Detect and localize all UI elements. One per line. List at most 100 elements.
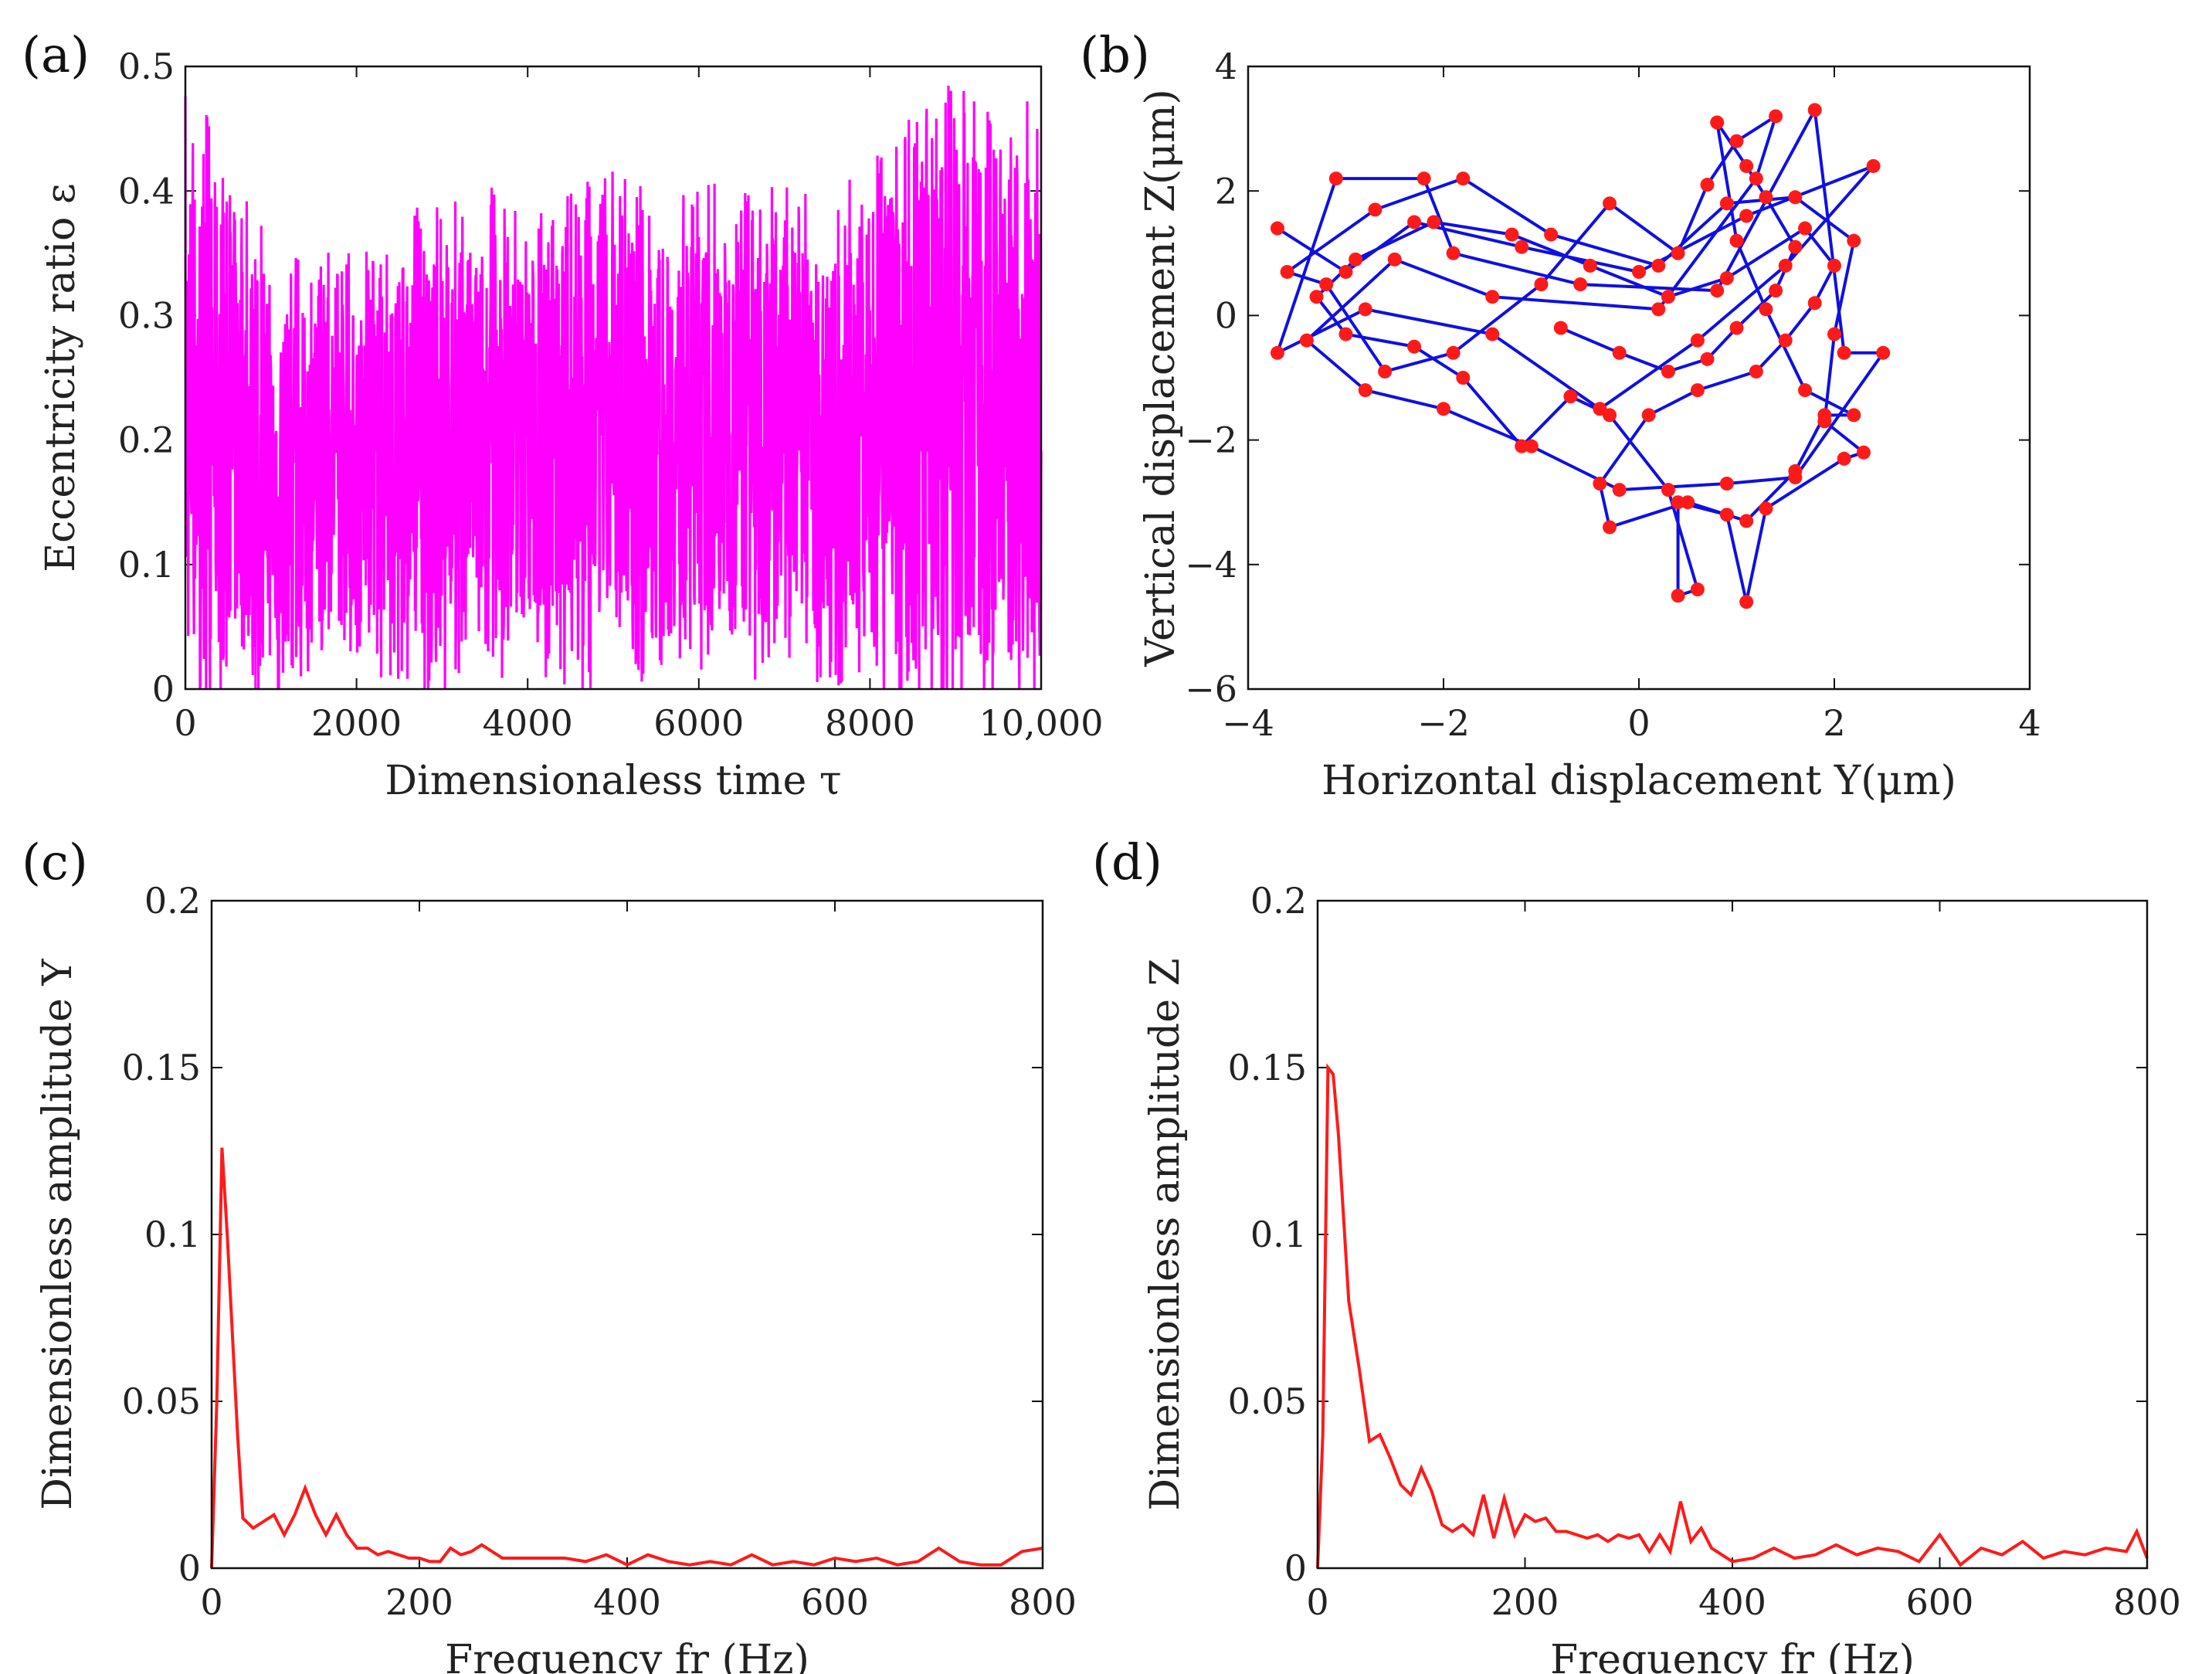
y-tick-label: 0 xyxy=(178,1547,201,1589)
trajectory-point xyxy=(1700,351,1715,366)
trajectory-point xyxy=(1671,589,1685,603)
trajectory-point xyxy=(1612,345,1627,360)
trajectory-point xyxy=(1280,264,1294,279)
trajectory-point xyxy=(1387,252,1402,267)
trajectory-point xyxy=(1847,408,1861,423)
x-tick-label: 600 xyxy=(801,1581,869,1623)
trajectory-point xyxy=(1700,178,1715,192)
y-tick-label: −6 xyxy=(1185,668,1237,710)
trajectory-point xyxy=(1798,383,1813,398)
trajectory-point xyxy=(1456,171,1471,186)
x-tick-label: 4000 xyxy=(483,702,573,744)
trajectory-point xyxy=(1749,364,1763,379)
trajectory-point xyxy=(1739,209,1754,223)
trajectory-point xyxy=(1719,196,1734,211)
chart-d-spectrum-z: 0 200 400 600 800 0 0.05 0.1 0.15 0.2 Frequency fr… xyxy=(1142,880,2181,1674)
trajectory-point xyxy=(1788,190,1803,205)
plot-frame xyxy=(210,899,1044,1570)
trajectory-point xyxy=(1319,277,1334,292)
trajectory-point xyxy=(1661,290,1675,304)
x-tick-label: 800 xyxy=(2113,1581,2181,1623)
x-tick-label: −4 xyxy=(1222,702,1274,744)
trajectory-line xyxy=(1274,104,1887,603)
trajectory-point xyxy=(1788,463,1803,478)
trajectory-point xyxy=(1427,215,1441,229)
x-tick-label: 200 xyxy=(385,1581,453,1623)
y-tick-label: 0 xyxy=(152,668,175,710)
y-tick-label: 0.15 xyxy=(1228,1047,1307,1088)
y-axis-label: Vertical displacement Z(μm) xyxy=(1138,89,1184,667)
trajectory-point xyxy=(1769,109,1783,124)
panel-label-d: (d) xyxy=(1092,834,1162,891)
y-axis-label: Eccentricity ratio ε xyxy=(38,183,84,572)
x-tick-label: 600 xyxy=(1906,1581,1974,1623)
trajectory-point xyxy=(1719,477,1734,491)
trajectory-point xyxy=(1603,520,1617,535)
trajectory-point xyxy=(1485,327,1500,341)
trajectory-point xyxy=(1837,451,1851,466)
trajectory-point xyxy=(1328,171,1343,186)
y-tick-label: 0.1 xyxy=(118,544,175,586)
x-tick-label: 10,000 xyxy=(979,702,1104,744)
trajectory-point xyxy=(1632,264,1646,279)
trajectory-point xyxy=(1778,333,1793,348)
x-axis-label: Frequency fr (Hz) xyxy=(445,1637,809,1674)
trajectory-point xyxy=(1534,277,1549,292)
x-axis-label: Frequency fr (Hz) xyxy=(1550,1637,1915,1674)
trajectory-point xyxy=(1407,339,1422,354)
trajectory-point xyxy=(1729,321,1744,335)
trajectory-point xyxy=(1270,221,1284,236)
trajectory-point xyxy=(1544,227,1559,242)
x-tick-label: 400 xyxy=(593,1581,661,1623)
y-tick-label: 0.2 xyxy=(118,419,175,461)
trajectory-point xyxy=(1299,333,1314,348)
trajectory-point xyxy=(1524,439,1539,453)
x-tick-label: 2 xyxy=(1823,702,1845,744)
trajectory-point xyxy=(1583,258,1597,273)
y-tick-label: 2 xyxy=(1215,170,1237,212)
trajectory-point xyxy=(1769,284,1783,298)
trajectory-point xyxy=(1749,171,1763,186)
x-tick-label: 0 xyxy=(200,1581,222,1623)
chart-a-eccentricity: 0 2000 4000 6000 8000 10,000 0 0.1 0.2 0.3 0.4 0.5 D… xyxy=(38,46,1104,804)
trajectory-point xyxy=(1456,371,1471,385)
y-tick-label: 0.4 xyxy=(118,170,175,212)
trajectory-point xyxy=(1651,258,1666,273)
x-axis-label: Dimensionaless time τ xyxy=(385,758,841,804)
trajectory-point xyxy=(1729,233,1744,248)
plot-frame xyxy=(184,65,1043,691)
spectrum-line xyxy=(1316,1063,2149,1569)
x-tick-label: 800 xyxy=(1009,1581,1077,1623)
trajectory-point xyxy=(1407,215,1422,229)
trajectory-point xyxy=(1651,302,1666,317)
y-tick-label: 0.2 xyxy=(144,880,201,922)
trajectory-point xyxy=(1368,202,1382,217)
plot-frame xyxy=(1247,65,2031,691)
trajectory-point xyxy=(1847,233,1861,248)
plot-frame xyxy=(1316,899,2149,1570)
trajectory-point xyxy=(1719,508,1734,522)
x-axis-label: Horizontal displacement Y(μm) xyxy=(1321,758,1956,804)
y-tick-label: 0.5 xyxy=(118,46,175,87)
trajectory-point xyxy=(1710,284,1725,298)
trajectory-point xyxy=(1603,408,1617,423)
trajectory-point xyxy=(1563,389,1578,404)
trajectory-point xyxy=(1681,495,1695,510)
y-tick-label: 0 xyxy=(1284,1547,1307,1589)
chart-c-spectrum-y: 0 200 400 600 800 0 0.05 0.1 0.15 0.2 Frequency fr… xyxy=(35,880,1077,1674)
y-tick-label: 0.3 xyxy=(118,295,175,337)
trajectory-point xyxy=(1739,158,1754,173)
trajectory-point xyxy=(1661,483,1675,497)
trajectory-point xyxy=(1690,333,1705,348)
panel-label-a: (a) xyxy=(22,27,90,84)
x-tick-label: 0 xyxy=(174,702,196,744)
trajectory-point xyxy=(1759,501,1773,516)
trajectory-point xyxy=(1378,364,1393,379)
panel-label-c: (c) xyxy=(22,834,88,891)
y-tick-label: 0.2 xyxy=(1250,880,1307,922)
trajectory-point xyxy=(1719,271,1734,286)
x-tick-label: 0 xyxy=(1627,702,1650,744)
trajectory-point xyxy=(1358,302,1372,317)
x-tick-label: 4 xyxy=(2018,702,2041,744)
trajectory-point xyxy=(1739,595,1754,609)
